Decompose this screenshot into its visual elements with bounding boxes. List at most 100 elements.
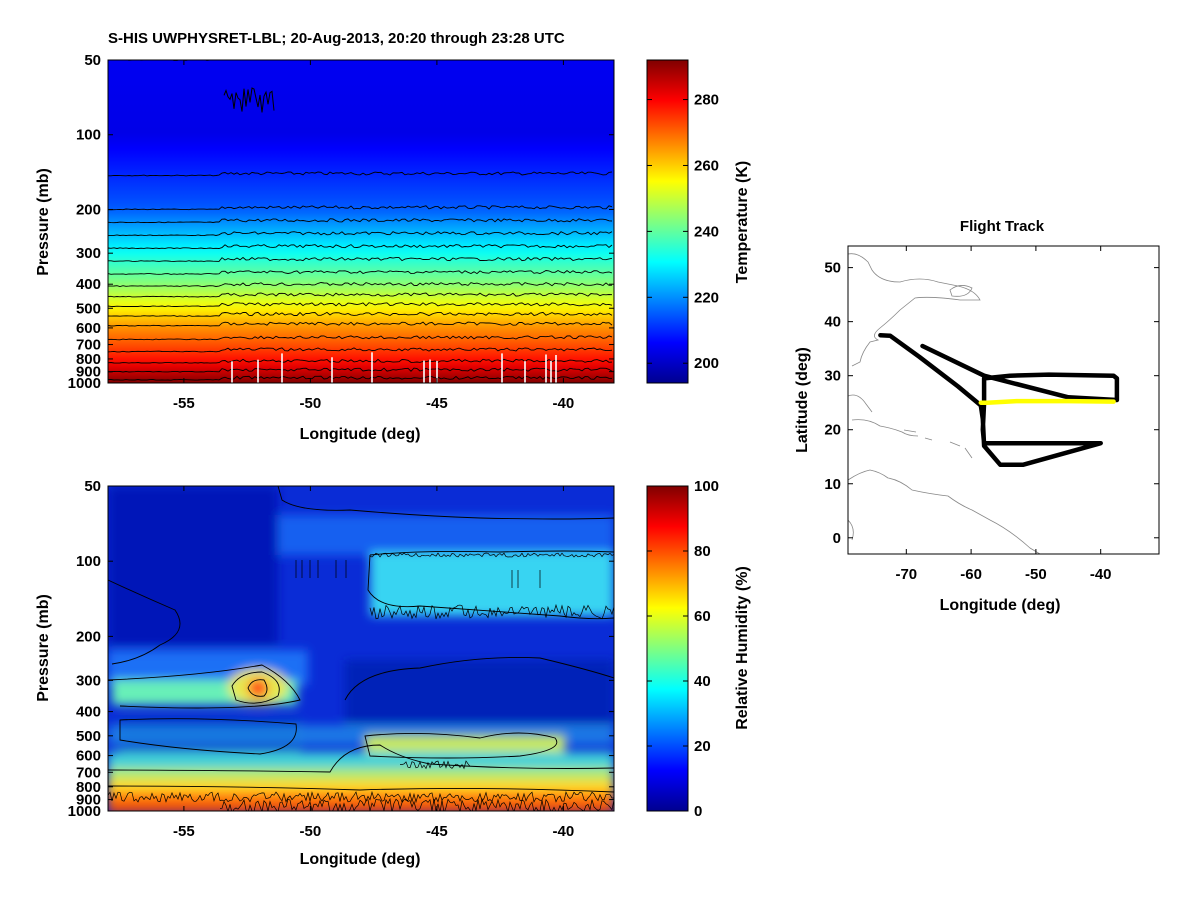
y-tick-label: 50 <box>84 52 101 69</box>
humidity-contour-core-inner <box>247 679 268 697</box>
colorbar-tick-label: 100 <box>694 478 719 495</box>
flight-track-title: Flight Track <box>960 218 1045 235</box>
y-tick-label: 800 <box>76 351 101 368</box>
temperature-contour-line <box>108 321 613 327</box>
humidity-contour-lower <box>108 744 614 773</box>
y-tick-label: 200 <box>76 628 101 645</box>
map-ticks: -70 -60 -50 -40 0 10 20 30 40 50 <box>824 246 1159 583</box>
x-tick-label: -40 <box>553 823 575 840</box>
humidity-ylabel: Pressure (mb) <box>35 594 52 702</box>
temperature-contour-line <box>108 292 613 298</box>
temperature-ylabel: Pressure (mb) <box>35 168 52 276</box>
temperature-contour-line <box>108 302 613 308</box>
colorbar-tick-label: 0 <box>694 803 702 820</box>
colorbar-tick-label: 220 <box>694 289 719 306</box>
humidity-moist-band <box>365 735 565 755</box>
humidity-contour-upper <box>277 486 614 520</box>
humidity-noise-band <box>399 760 471 770</box>
temperature-contour-line <box>108 218 613 224</box>
humidity-noise-upper-layer <box>369 603 614 620</box>
colorbar-tick-label: 240 <box>694 223 719 240</box>
temperature-axes-frame <box>107 59 615 384</box>
temperature-colorbar-ticks: 200 220 240 260 280 <box>647 92 719 372</box>
humidity-contours <box>108 486 614 793</box>
y-tick-label: 700 <box>76 764 101 781</box>
coastline-newfoundland <box>949 285 973 297</box>
temperature-field <box>108 60 614 383</box>
temperature-contour-line <box>108 171 613 177</box>
temperature-contour-line <box>108 282 613 287</box>
colorbar-tick-label: 60 <box>694 608 711 625</box>
coastline-antilles <box>924 437 973 459</box>
humidity-xlabel: Longitude (deg) <box>300 851 421 868</box>
temperature-contours <box>108 60 613 381</box>
y-tick-label: 900 <box>76 792 101 809</box>
y-tick-label: 1000 <box>68 375 101 392</box>
humidity-colorbar-label: Relative Humidity (%) <box>734 566 751 730</box>
temperature-xlabel: Longitude (deg) <box>300 426 421 443</box>
temperature-contour-line <box>108 347 613 353</box>
y-tick-label: 300 <box>76 245 101 262</box>
flight-track-panel: Flight Track -70 -60 -50 -40 0 10 20 30 40 50 Lon… <box>794 218 1160 614</box>
coastlines <box>848 253 1041 554</box>
humidity-upper-band <box>278 515 614 555</box>
x-tick-label: -50 <box>300 823 322 840</box>
colorbar-tick-label: 200 <box>694 355 719 372</box>
y-tick-label: 200 <box>76 201 101 218</box>
y-tick-label: 400 <box>76 276 101 293</box>
y-tick-label: 700 <box>76 337 101 354</box>
flight-track-highlight <box>978 398 1116 405</box>
coastline-north-america <box>848 253 981 367</box>
temperature-colorbar-label: Temperature (K) <box>734 161 751 283</box>
y-tick-label: 100 <box>76 553 101 570</box>
flight-track-line <box>878 332 1120 468</box>
x-tick-label: -50 <box>300 395 322 412</box>
temperature-contour-line <box>108 205 613 211</box>
map-ylabel: Latitude (deg) <box>794 347 811 453</box>
humidity-noise-bl <box>108 790 614 804</box>
temperature-contour-line <box>108 335 613 341</box>
humidity-field <box>108 486 614 811</box>
y-tick-label: 300 <box>76 672 101 689</box>
y-tick-label: 600 <box>76 748 101 765</box>
temperature-contour-line <box>108 231 613 237</box>
temperature-contour-line <box>108 358 613 364</box>
humidity-contour-bl <box>108 785 614 793</box>
y-tick-label: 50 <box>84 478 101 495</box>
y-tick-label: 1000 <box>68 803 101 820</box>
humidity-contour-mid-top <box>108 664 301 709</box>
map-xlabel: Longitude (deg) <box>940 597 1061 614</box>
humidity-contour-dry-layer <box>344 656 614 701</box>
y-tick-label: 600 <box>76 320 101 337</box>
humidity-contour-dry-tongue <box>108 579 181 665</box>
temperature-contour-line <box>108 367 613 373</box>
map-y-tick-label: 40 <box>824 314 841 331</box>
map-y-tick-label: 10 <box>824 476 841 493</box>
y-tick-label: 100 <box>76 127 101 144</box>
map-y-tick-label: 50 <box>824 260 841 277</box>
colorbar-tick-label: 260 <box>694 157 719 174</box>
coastline-bahamas-cuba <box>848 394 919 437</box>
x-tick-label: -45 <box>426 823 448 840</box>
y-tick-label: 800 <box>76 779 101 796</box>
temperature-colorbar-fill <box>646 59 689 384</box>
humidity-colorbar: 0 20 40 60 80 100 Relative Humidity (%) <box>646 478 751 820</box>
humidity-upper-moist-layer <box>370 552 614 616</box>
colorbar-tick-label: 80 <box>694 543 711 560</box>
humidity-lower-band <box>108 752 614 770</box>
y-tick-label: 500 <box>76 300 101 317</box>
colorbar-tick-label: 40 <box>694 673 711 690</box>
x-tick-label: -40 <box>553 395 575 412</box>
colorbar-tick-label: 20 <box>694 738 711 755</box>
humidity-noise-surface <box>219 797 614 811</box>
humidity-bl-upper <box>108 780 614 792</box>
humidity-bl-top <box>108 768 614 782</box>
humidity-noise-upper <box>369 552 614 558</box>
temperature-contour-blob <box>223 87 275 113</box>
humidity-upper-dry <box>108 486 278 646</box>
map-x-tick-label: -70 <box>895 566 917 583</box>
